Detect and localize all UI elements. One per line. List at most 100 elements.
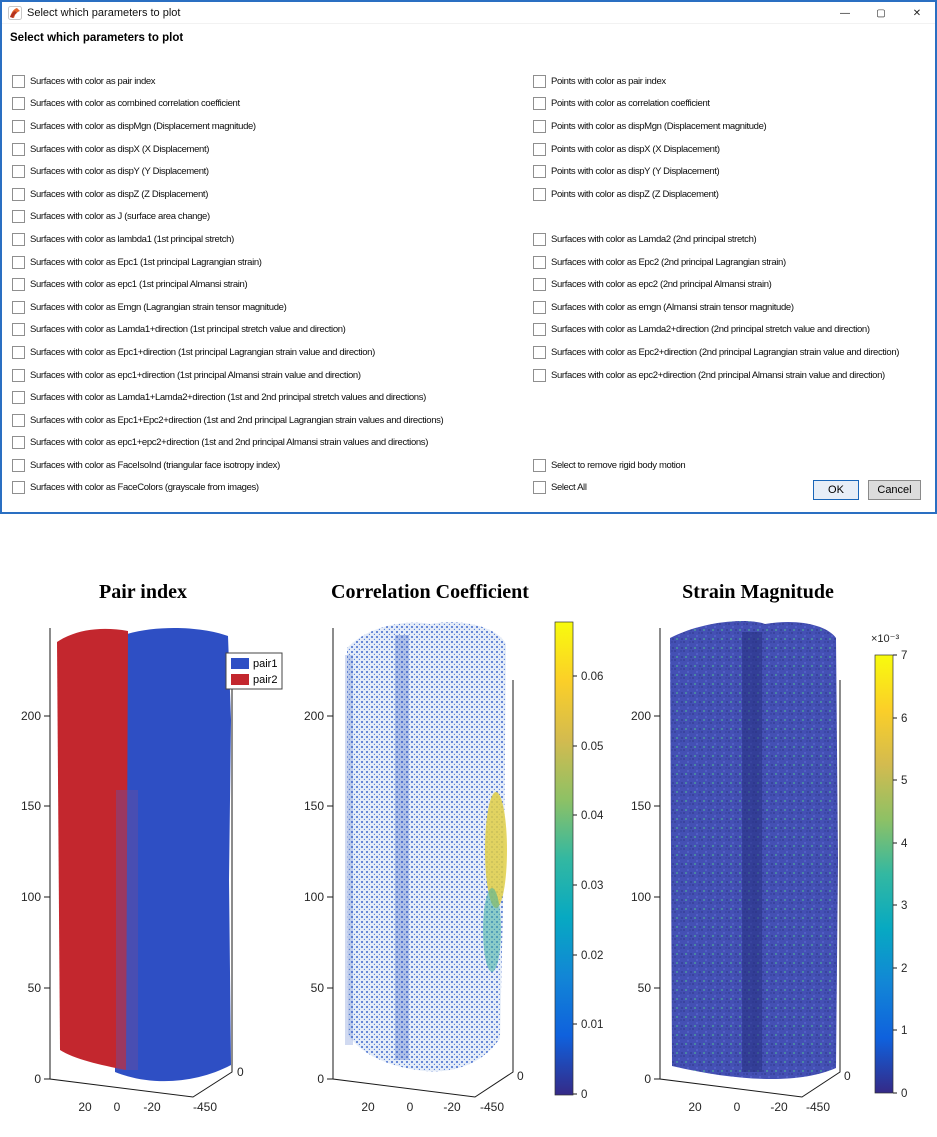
- checkbox-box[interactable]: [12, 300, 25, 314]
- checkbox-cell: Surfaces with color as J (surface area c…: [12, 206, 533, 229]
- checkbox-box[interactable]: [533, 74, 546, 88]
- checkbox-item-right-11[interactable]: Surfaces with color as Lamda2+direction …: [533, 323, 870, 337]
- checkbox-box[interactable]: [533, 323, 546, 337]
- checkbox-box[interactable]: [533, 368, 546, 382]
- checkbox-box[interactable]: [533, 187, 546, 201]
- x-tick-label: 0: [114, 1100, 121, 1114]
- checkbox-label: Surfaces with color as dispX (X Displace…: [30, 143, 210, 155]
- point-cloud: [347, 622, 506, 1072]
- checkbox-item-right-9[interactable]: Surfaces with color as epc2 (2nd princip…: [533, 278, 772, 292]
- colorbar-labels: 7 6 5 4 3 2 1 0: [901, 650, 908, 1100]
- checkbox-box[interactable]: [533, 97, 546, 111]
- checkbox-item-left-12[interactable]: Surfaces with color as Epc1+direction (1…: [12, 345, 375, 359]
- checkbox-label: Surfaces with color as epc2+direction (2…: [551, 369, 885, 381]
- checkbox-box[interactable]: [12, 436, 25, 450]
- checkbox-box[interactable]: [533, 232, 546, 246]
- right-axis-zero-label: 0: [844, 1069, 851, 1083]
- checkbox-item-left-8[interactable]: Surfaces with color as Epc1 (1st princip…: [12, 255, 262, 269]
- checkbox-box[interactable]: [12, 97, 25, 111]
- checkbox-box[interactable]: [12, 413, 25, 427]
- checkbox-box[interactable]: [12, 165, 25, 179]
- checkbox-item-left-4[interactable]: Surfaces with color as dispY (Y Displace…: [12, 165, 209, 179]
- checkbox-item-right-1[interactable]: Points with color as correlation coeffic…: [533, 97, 710, 111]
- checkbox-item-right-5[interactable]: Points with color as dispZ (Z Displaceme…: [533, 187, 719, 201]
- correlation-coefficient-figure: Correlation Coefficient 200 150 100 50 0: [300, 560, 620, 1137]
- checkbox-box[interactable]: [12, 458, 25, 472]
- checkbox-item-left-6[interactable]: Surfaces with color as J (surface area c…: [12, 210, 210, 224]
- checkbox-item-right-4[interactable]: Points with color as dispY (Y Displaceme…: [533, 165, 720, 179]
- checkbox-box[interactable]: [533, 458, 546, 472]
- checkbox-box[interactable]: [533, 300, 546, 314]
- checkbox-box[interactable]: [12, 210, 25, 224]
- checkbox-box[interactable]: [12, 74, 25, 88]
- checkbox-box[interactable]: [533, 119, 546, 133]
- y-tick-label: 200: [21, 709, 41, 723]
- checkbox-box[interactable]: [12, 232, 25, 246]
- checkbox-item-left-1[interactable]: Surfaces with color as combined correlat…: [12, 97, 240, 111]
- ok-button[interactable]: OK: [813, 480, 859, 500]
- checkbox-box[interactable]: [533, 142, 546, 156]
- checkbox-item-right-2[interactable]: Points with color as dispMgn (Displaceme…: [533, 119, 767, 133]
- checkbox-box[interactable]: [12, 391, 25, 405]
- maximize-button[interactable]: ▢: [876, 7, 886, 19]
- checkbox-item-right-12[interactable]: Surfaces with color as Epc2+direction (2…: [533, 345, 899, 359]
- checkbox-item-left-3[interactable]: Surfaces with color as dispX (X Displace…: [12, 142, 210, 156]
- checkbox-item-right-0[interactable]: Points with color as pair index: [533, 74, 666, 88]
- checkbox-item-right-13[interactable]: Surfaces with color as epc2+direction (2…: [533, 368, 885, 382]
- checkbox-item-left-17[interactable]: Surfaces with color as FaceIsoInd (trian…: [12, 458, 280, 472]
- checkbox-box[interactable]: [12, 481, 25, 495]
- checkbox-item-left-5[interactable]: Surfaces with color as dispZ (Z Displace…: [12, 187, 208, 201]
- checkbox-item-left-14[interactable]: Surfaces with color as Lamda1+Lamda2+dir…: [12, 391, 426, 405]
- checkbox-cell: [533, 386, 935, 409]
- checkbox-item-left-15[interactable]: Surfaces with color as Epc1+Epc2+directi…: [12, 413, 444, 427]
- checkbox-item-right-7[interactable]: Surfaces with color as Lamda2 (2nd princ…: [533, 232, 757, 246]
- checkbox-item-left-7[interactable]: Surfaces with color as lambda1 (1st prin…: [12, 232, 234, 246]
- checkbox-label: Points with color as pair index: [551, 75, 666, 87]
- y-tick-label: 0: [34, 1072, 41, 1086]
- checkbox-item-right-17[interactable]: Select to remove rigid body motion: [533, 458, 686, 472]
- x-tick-label: 20: [688, 1100, 702, 1114]
- checkbox-item-right-10[interactable]: Surfaces with color as emgn (Almansi str…: [533, 300, 794, 314]
- checkbox-item-left-2[interactable]: Surfaces with color as dispMgn (Displace…: [12, 119, 256, 133]
- checkbox-box[interactable]: [533, 255, 546, 269]
- checkbox-box[interactable]: [12, 187, 25, 201]
- parameter-select-dialog: Select which parameters to plot — ▢ ✕ Se…: [0, 0, 937, 514]
- checkbox-box[interactable]: [12, 255, 25, 269]
- colorbar-tick: 0.05: [581, 741, 603, 753]
- checkbox-cell: [533, 206, 935, 229]
- checkbox-box[interactable]: [12, 368, 25, 382]
- x-axis-labels: 20 0 -20 -450: [361, 1100, 504, 1114]
- x-tick-label: 0: [407, 1100, 414, 1114]
- dialog-titlebar[interactable]: Select which parameters to plot — ▢ ✕: [2, 2, 935, 24]
- checkbox-box[interactable]: [533, 345, 546, 359]
- cancel-button[interactable]: Cancel: [868, 480, 921, 500]
- checkbox-label: Surfaces with color as Epc1+direction (1…: [30, 346, 375, 358]
- checkbox-label: Surfaces with color as FaceColors (grays…: [30, 482, 259, 494]
- checkbox-item-left-18[interactable]: Surfaces with color as FaceColors (grays…: [12, 481, 259, 495]
- checkbox-box[interactable]: [12, 142, 25, 156]
- checkbox-cell: Surfaces with color as dispMgn (Displace…: [12, 115, 533, 138]
- figure-title: Strain Magnitude: [682, 581, 834, 603]
- checkbox-cell: Surfaces with color as epc1+epc2+directi…: [12, 432, 533, 455]
- checkbox-item-left-16[interactable]: Surfaces with color as epc1+epc2+directi…: [12, 436, 428, 450]
- checkbox-cell: Surfaces with color as combined correlat…: [12, 93, 533, 116]
- checkbox-box[interactable]: [533, 278, 546, 292]
- checkbox-box[interactable]: [12, 345, 25, 359]
- checkbox-cell: Surfaces with color as lambda1 (1st prin…: [12, 228, 533, 251]
- checkbox-item-left-0[interactable]: Surfaces with color as pair index: [12, 74, 156, 88]
- checkbox-item-left-9[interactable]: Surfaces with color as epc1 (1st princip…: [12, 278, 248, 292]
- checkbox-item-right-3[interactable]: Points with color as dispX (X Displaceme…: [533, 142, 720, 156]
- checkbox-label: Select All: [551, 482, 587, 494]
- checkbox-box[interactable]: [12, 323, 25, 337]
- checkbox-item-left-11[interactable]: Surfaces with color as Lamda1+direction …: [12, 323, 346, 337]
- checkbox-item-right-18[interactable]: Select All: [533, 481, 587, 495]
- checkbox-item-right-8[interactable]: Surfaces with color as Epc2 (2nd princip…: [533, 255, 786, 269]
- checkbox-box[interactable]: [533, 481, 546, 495]
- close-button[interactable]: ✕: [912, 7, 922, 19]
- checkbox-box[interactable]: [12, 119, 25, 133]
- checkbox-box[interactable]: [12, 278, 25, 292]
- checkbox-box[interactable]: [533, 165, 546, 179]
- checkbox-item-left-10[interactable]: Surfaces with color as Emgn (Lagrangian …: [12, 300, 287, 314]
- minimize-button[interactable]: —: [840, 7, 850, 19]
- checkbox-item-left-13[interactable]: Surfaces with color as epc1+direction (1…: [12, 368, 361, 382]
